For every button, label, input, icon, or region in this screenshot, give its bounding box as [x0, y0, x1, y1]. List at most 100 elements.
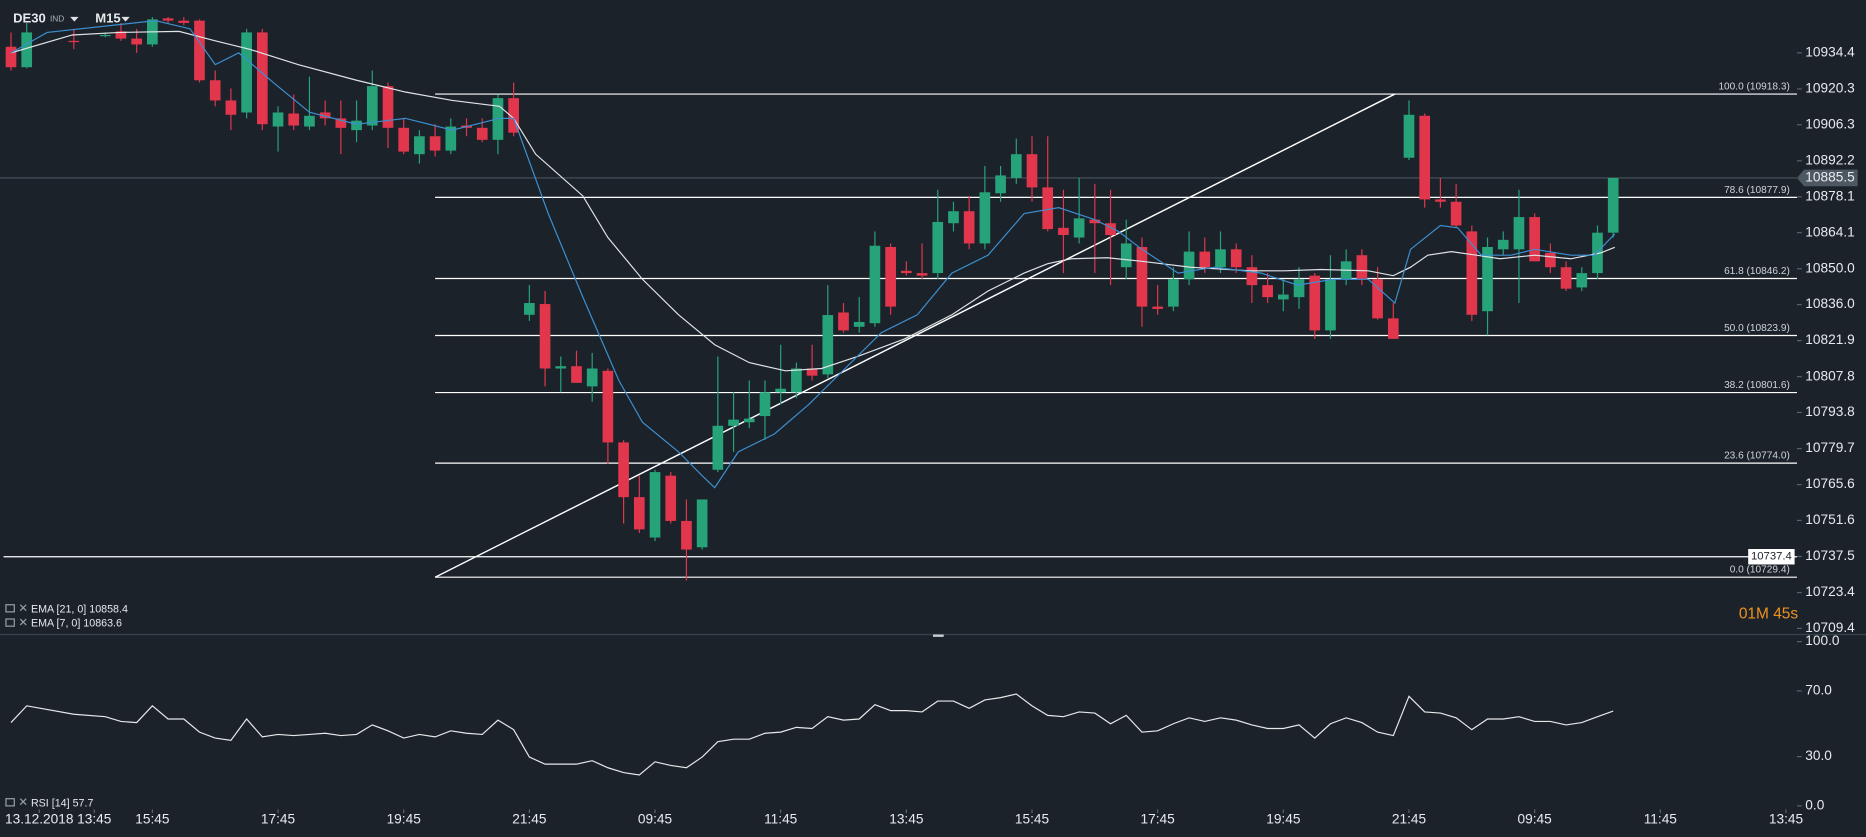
- candle: [633, 475, 645, 533]
- candle-body: [1545, 252, 1556, 268]
- symbol[interactable]: DE30: [13, 11, 46, 26]
- candle: [539, 291, 551, 387]
- candle: [759, 380, 771, 440]
- candle-body: [508, 98, 519, 133]
- candle: [602, 368, 614, 464]
- candle-body: [932, 221, 944, 274]
- candle: [1545, 243, 1556, 274]
- candle: [1215, 231, 1226, 274]
- candle-body: [1403, 114, 1415, 158]
- candle-body: [1152, 306, 1164, 309]
- candle-body: [351, 120, 362, 131]
- candle: [1513, 189, 1525, 304]
- panel-resize-handle[interactable]: [933, 634, 944, 637]
- candle-body: [791, 368, 802, 393]
- candle: [256, 28, 268, 131]
- candle-body: [885, 247, 896, 307]
- candle-body: [759, 392, 771, 417]
- x-tick-label: 15:45: [135, 812, 170, 827]
- candle: [1560, 261, 1572, 292]
- candle: [68, 28, 80, 50]
- candle-body: [21, 32, 33, 68]
- candle: [948, 201, 959, 232]
- candle: [1058, 189, 1069, 274]
- candle-body: [853, 321, 865, 327]
- candle: [5, 32, 17, 71]
- candle: [696, 499, 708, 550]
- candle-body: [696, 499, 708, 548]
- candle-body: [602, 370, 614, 443]
- x-tick-label: 13:45: [889, 812, 924, 827]
- candle-body: [178, 20, 190, 23]
- candle: [304, 76, 315, 131]
- candle-body: [555, 366, 567, 369]
- candle: [414, 130, 425, 164]
- candle-body: [194, 20, 205, 81]
- fib-label: 50.0 (10823.9): [1724, 323, 1790, 334]
- candle: [1136, 237, 1148, 327]
- candle-body: [5, 46, 17, 68]
- candle-countdown: 01M 45s: [1739, 605, 1799, 622]
- candle: [335, 100, 347, 155]
- candle: [932, 189, 944, 280]
- y-tick-label: 10906.3: [1805, 116, 1854, 131]
- y-tick-label: 10737.5: [1805, 548, 1855, 563]
- ema-line: [10, 30, 1615, 372]
- y-tick-label: 70.0: [1805, 683, 1832, 698]
- candle: [1262, 273, 1273, 304]
- candle-body: [1168, 279, 1179, 307]
- candle: [649, 469, 661, 542]
- candle: [916, 243, 928, 280]
- candle: [618, 440, 629, 524]
- y-tick-label: 10793.8: [1805, 404, 1855, 419]
- timeframe[interactable]: M15: [95, 11, 120, 26]
- candle: [241, 28, 252, 119]
- candle-body: [649, 472, 661, 538]
- candle-body: [1246, 267, 1258, 286]
- candle-body: [1073, 218, 1085, 238]
- fib-label: 61.8 (10846.2): [1724, 266, 1790, 277]
- y-tick-label: 10723.4: [1805, 584, 1855, 599]
- legend-entry: EMA [7, 0] 10863.6: [31, 618, 122, 630]
- candle-body: [618, 442, 629, 498]
- candle: [775, 344, 787, 405]
- legend-icon[interactable]: [5, 618, 27, 627]
- candle: [1325, 255, 1336, 339]
- candle: [853, 297, 865, 333]
- candle: [1607, 177, 1619, 238]
- candle: [1576, 267, 1588, 292]
- candle-body: [256, 32, 268, 125]
- candle-body: [319, 112, 331, 119]
- y-tick-label: 10920.3: [1805, 81, 1854, 96]
- horizontal-line-label-box: [1748, 549, 1795, 565]
- candle-body: [1183, 251, 1195, 280]
- x-tick-label: 09:45: [1518, 812, 1553, 827]
- candle: [822, 285, 834, 378]
- candle: [665, 472, 677, 524]
- legend-icon[interactable]: [5, 604, 27, 613]
- legend-icon[interactable]: [5, 798, 27, 807]
- candle-body: [414, 136, 425, 155]
- y-tick-label: 10850.0: [1805, 260, 1855, 275]
- candle-body: [916, 273, 928, 276]
- candle: [131, 28, 142, 53]
- candle: [869, 231, 881, 327]
- candle: [524, 285, 535, 321]
- candle: [712, 356, 724, 473]
- timeframe-dropdown[interactable]: [121, 16, 130, 22]
- candle: [555, 356, 567, 393]
- x-tick-label: 13:45: [1769, 812, 1804, 827]
- symbol-dropdown[interactable]: [70, 16, 79, 22]
- y-tick-label: 10765.6: [1805, 476, 1854, 491]
- trendline: [434, 93, 1396, 578]
- candle-body: [539, 304, 551, 369]
- candle: [382, 82, 394, 149]
- candle-body: [1325, 279, 1336, 331]
- horizontal-line-label: 10737.4: [1751, 551, 1792, 563]
- candle-body: [1450, 201, 1462, 226]
- candle-body: [1089, 219, 1101, 224]
- candle-body: [712, 425, 724, 470]
- candle: [1309, 273, 1321, 339]
- candle-body: [948, 211, 959, 224]
